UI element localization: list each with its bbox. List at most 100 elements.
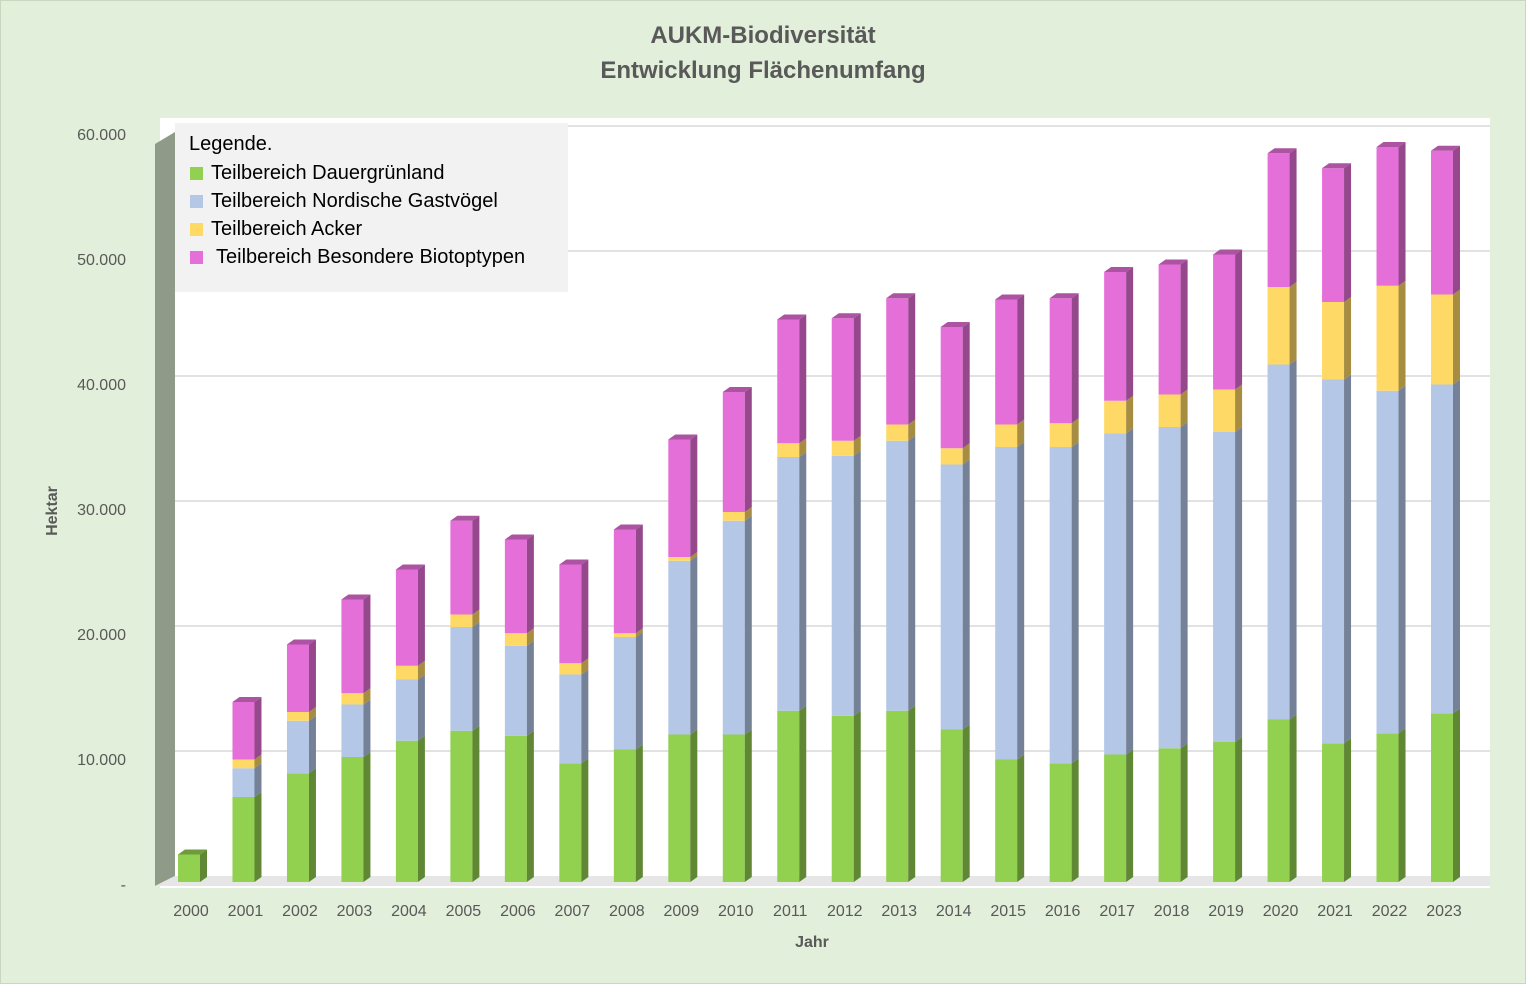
bar-top	[940, 322, 970, 327]
chart-title: AUKM-Biodiversität	[650, 22, 876, 49]
bar-segment	[1104, 400, 1127, 434]
bar-top	[722, 387, 752, 392]
bar-segment-side	[1453, 379, 1460, 714]
bar-segment	[940, 327, 963, 449]
bar-segment-side	[1180, 389, 1188, 427]
x-tick-label: 2018	[1154, 903, 1190, 920]
bar-segment-side	[1071, 293, 1079, 424]
bar-segment-side	[635, 524, 643, 634]
bar-segment	[341, 757, 364, 882]
x-tick-label: 2006	[500, 903, 536, 920]
x-tick-label: 2007	[555, 903, 591, 920]
bar-segment-side	[1289, 714, 1297, 882]
bar-top	[1376, 142, 1406, 147]
bar-segment-side	[962, 322, 970, 449]
bar-segment	[232, 768, 255, 797]
bar-segment-side	[744, 729, 752, 882]
floor	[155, 876, 1490, 886]
bar-top	[613, 524, 643, 530]
x-tick-label: 2013	[881, 903, 917, 920]
bar-top	[668, 434, 698, 440]
bar-top	[178, 849, 207, 855]
bar-segment	[1431, 150, 1453, 295]
bar-segment	[1376, 733, 1399, 882]
bar-segment	[940, 448, 963, 465]
legend-swatch	[190, 251, 203, 264]
bar-segment	[1213, 389, 1236, 432]
legend-swatch	[190, 167, 203, 180]
bar-segment-side	[1344, 163, 1352, 302]
bar-segment-side	[1344, 297, 1352, 380]
bar-segment	[395, 679, 418, 741]
bar-segment	[831, 318, 854, 441]
bar-segment	[1322, 302, 1345, 380]
bar-segment	[1104, 754, 1127, 882]
bar-top	[831, 313, 861, 319]
x-tick-label: 2002	[282, 903, 318, 920]
y-axis-label: Hektar	[44, 486, 61, 536]
bar-segment	[178, 854, 200, 882]
bar-top	[1431, 145, 1460, 151]
bar-segment-side	[1017, 442, 1025, 760]
bar-top	[1158, 259, 1188, 265]
bar-segment	[1049, 763, 1072, 882]
bar-segment-side	[690, 555, 698, 735]
legend-title: Legende.	[189, 133, 273, 155]
bar-segment-side	[1126, 428, 1134, 755]
x-tick-label: 2011	[773, 903, 808, 920]
bar-segment	[1376, 147, 1399, 286]
bar-segment-side	[1126, 749, 1134, 882]
bar-segment	[668, 734, 691, 882]
bar-segment-side	[1289, 359, 1297, 720]
bar-segment-side	[308, 768, 316, 882]
bar-segment-side	[962, 724, 970, 882]
legend-item-acker: Teilbereich Acker	[190, 218, 362, 241]
bar-segment	[722, 734, 745, 882]
bar-segment-side	[853, 435, 861, 456]
bar-segment-side	[417, 735, 425, 882]
bar-segment	[395, 740, 418, 882]
bar-top	[341, 594, 371, 600]
bar-top	[232, 697, 262, 702]
bar-top	[559, 559, 589, 565]
bar-segment-side	[853, 710, 861, 882]
bar-segment-side	[1344, 374, 1352, 744]
bar-segment-side	[254, 763, 262, 797]
bar-segment-side	[744, 387, 752, 512]
y-tick-label: 20.000	[77, 627, 126, 644]
bar-segment-side	[1126, 395, 1134, 434]
bar-segment-side	[1180, 422, 1188, 749]
bar-segment-side	[799, 314, 807, 444]
y-tick-label: 40.000	[77, 377, 126, 394]
bar-segment	[559, 674, 582, 764]
bar-segment-side	[308, 639, 316, 712]
bar-top	[1104, 267, 1134, 272]
legend-item-dauergruenland: Teilbereich Dauergrünland	[190, 162, 444, 185]
bar-top	[1267, 148, 1297, 154]
legend: Legende. Teilbereich Dauergrünland Teilb…	[175, 123, 568, 292]
bar-segment-side	[472, 622, 480, 731]
bar-segment	[450, 614, 473, 627]
bar-segment-side	[1289, 282, 1297, 365]
legend-label: Teilbereich Acker	[211, 218, 363, 240]
bar-top	[1322, 163, 1352, 169]
x-tick-label: 2015	[990, 903, 1026, 920]
bar-segment-side	[744, 507, 752, 521]
bar-segment	[831, 440, 854, 456]
bar-top	[1049, 293, 1079, 299]
bar-segment	[559, 663, 582, 675]
bar-segment-side	[799, 452, 807, 711]
x-tick-label: 2009	[664, 903, 700, 920]
bar-segment	[995, 447, 1018, 760]
x-tick-label: 2008	[609, 903, 645, 920]
bar-segment	[668, 557, 691, 561]
bar-segment	[504, 633, 527, 646]
bar-segment	[1104, 433, 1127, 755]
bar-segment-side	[1126, 267, 1134, 401]
bar-segment-side	[1017, 419, 1025, 447]
chart-subtitle: Entwicklung Flächenumfang	[600, 57, 926, 84]
bar-segment-side	[1453, 145, 1460, 295]
bar-segment-side	[254, 754, 262, 769]
bar-segment-side	[581, 669, 589, 764]
